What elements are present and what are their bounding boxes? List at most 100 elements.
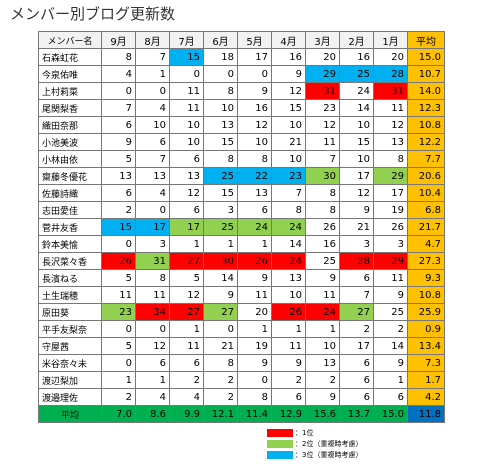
count-cell: 26 xyxy=(373,218,408,236)
count-cell: 2 xyxy=(271,371,306,389)
count-cell: 30 xyxy=(203,252,238,270)
count-cell: 11 xyxy=(169,99,204,117)
count-cell: 0 xyxy=(237,65,272,83)
count-cell: 13 xyxy=(237,184,272,202)
count-cell: 16 xyxy=(271,48,306,66)
count-cell: 20 xyxy=(237,303,272,321)
count-cell: 4 xyxy=(135,184,170,202)
count-cell: 6 xyxy=(169,201,204,219)
count-cell: 2 xyxy=(169,371,204,389)
count-cell: 30 xyxy=(305,167,340,185)
count-cell: 2 xyxy=(101,201,136,219)
count-cell: 20 xyxy=(373,48,408,66)
count-cell: 26 xyxy=(101,252,136,270)
header-cell: 8月 xyxy=(135,31,170,49)
row: 渡辺梨加 1 1 2 2 0 2 2 6 1 1.7 xyxy=(38,371,445,389)
count-cell: 3 xyxy=(135,235,170,253)
count-cell: 25 xyxy=(373,303,408,321)
legend-item: ：1位 xyxy=(267,428,362,438)
count-cell: 2 xyxy=(203,388,238,406)
count-cell: 7 xyxy=(339,286,374,304)
footer-average: 15.6 xyxy=(305,405,340,423)
count-cell: 26 xyxy=(237,252,272,270)
count-cell: 0 xyxy=(135,82,170,100)
row: 今泉佑唯 4 1 0 0 0 9 29 25 28 10.7 xyxy=(38,65,445,83)
count-cell: 31 xyxy=(305,82,340,100)
count-cell: 1 xyxy=(169,235,204,253)
count-cell: 6 xyxy=(135,354,170,372)
header-cell: 7月 xyxy=(169,31,204,49)
header-cell: 3月 xyxy=(305,31,340,49)
count-cell: 15 xyxy=(101,218,136,236)
count-cell: 0 xyxy=(101,354,136,372)
count-cell: 0 xyxy=(135,320,170,338)
count-cell: 24 xyxy=(271,218,306,236)
legend-item: ：3位（重複時考慮） xyxy=(267,450,362,460)
member-name: 尾関梨香 xyxy=(38,99,102,117)
count-cell: 12 xyxy=(169,286,204,304)
row: 長濱ねる 5 8 5 14 9 13 9 6 11 9.3 xyxy=(38,269,445,287)
legend-swatch xyxy=(267,440,293,448)
count-cell: 9 xyxy=(339,201,374,219)
average-cell: 10.8 xyxy=(407,116,445,134)
count-cell: 4 xyxy=(135,388,170,406)
count-cell: 6 xyxy=(169,150,204,168)
count-cell: 14 xyxy=(339,99,374,117)
row: 上村莉菜 0 0 11 8 9 12 31 24 31 14.0 xyxy=(38,82,445,100)
count-cell: 17 xyxy=(339,337,374,355)
count-cell: 11 xyxy=(271,337,306,355)
count-cell: 7 xyxy=(271,184,306,202)
count-cell: 31 xyxy=(135,252,170,270)
count-cell: 10 xyxy=(203,99,238,117)
average-cell: 7.7 xyxy=(407,150,445,168)
member-name: 長沢菜々香 xyxy=(38,252,102,270)
average-cell: 10.4 xyxy=(407,184,445,202)
count-cell: 29 xyxy=(373,167,408,185)
count-cell: 0 xyxy=(237,371,272,389)
count-cell: 4 xyxy=(135,99,170,117)
count-cell: 9 xyxy=(203,286,238,304)
title: メンバー別ブログ更新数 xyxy=(10,5,176,23)
count-cell: 0 xyxy=(203,65,238,83)
count-cell: 10 xyxy=(305,337,340,355)
count-cell: 13 xyxy=(373,133,408,151)
count-cell: 15 xyxy=(203,184,238,202)
table: メンバー名 9月 8月 7月 6月 5月 4月 3月 2月 1月 平均 石森虹花 8 7 15 18 17 16 2… xyxy=(38,31,445,423)
count-cell: 6 xyxy=(135,133,170,151)
count-cell: 1 xyxy=(237,320,272,338)
average-cell: 10.8 xyxy=(407,286,445,304)
footer-average: 13.7 xyxy=(339,405,374,423)
count-cell: 1 xyxy=(271,320,306,338)
count-cell: 7 xyxy=(135,150,170,168)
row: 小池美波 9 6 10 15 10 21 11 15 13 12.2 xyxy=(38,133,445,151)
count-cell: 13 xyxy=(271,269,306,287)
row: 守屋茜 5 12 11 21 19 11 10 17 14 13.4 xyxy=(38,337,445,355)
member-name: 織田奈那 xyxy=(38,116,102,134)
count-cell: 12 xyxy=(237,116,272,134)
count-cell: 6 xyxy=(339,354,374,372)
member-name: 小林由依 xyxy=(38,150,102,168)
count-cell: 5 xyxy=(101,150,136,168)
legend-label: ：3位（重複時考慮） xyxy=(295,451,363,459)
member-name: 原田葵 xyxy=(38,303,102,321)
member-name: 齋藤冬優花 xyxy=(38,167,102,185)
count-cell: 7 xyxy=(101,99,136,117)
count-cell: 15 xyxy=(271,99,306,117)
count-cell: 24 xyxy=(305,303,340,321)
count-cell: 8 xyxy=(203,150,238,168)
count-cell: 11 xyxy=(373,99,408,117)
legend: ：1位 ：2位（重複時考慮） ：3位（重複時考慮） xyxy=(267,428,362,461)
count-cell: 27 xyxy=(203,303,238,321)
count-cell: 1 xyxy=(169,320,204,338)
row: 小林由依 5 7 6 8 8 10 7 10 8 7.7 xyxy=(38,150,445,168)
count-cell: 2 xyxy=(203,371,238,389)
header-cell: 9月 xyxy=(101,31,136,49)
count-cell: 0 xyxy=(101,320,136,338)
count-cell: 28 xyxy=(373,65,408,83)
count-cell: 22 xyxy=(237,167,272,185)
legend-item: ：2位（重複時考慮） xyxy=(267,439,362,449)
count-cell: 0 xyxy=(169,65,204,83)
average-cell: 14.0 xyxy=(407,82,445,100)
count-cell: 17 xyxy=(339,167,374,185)
